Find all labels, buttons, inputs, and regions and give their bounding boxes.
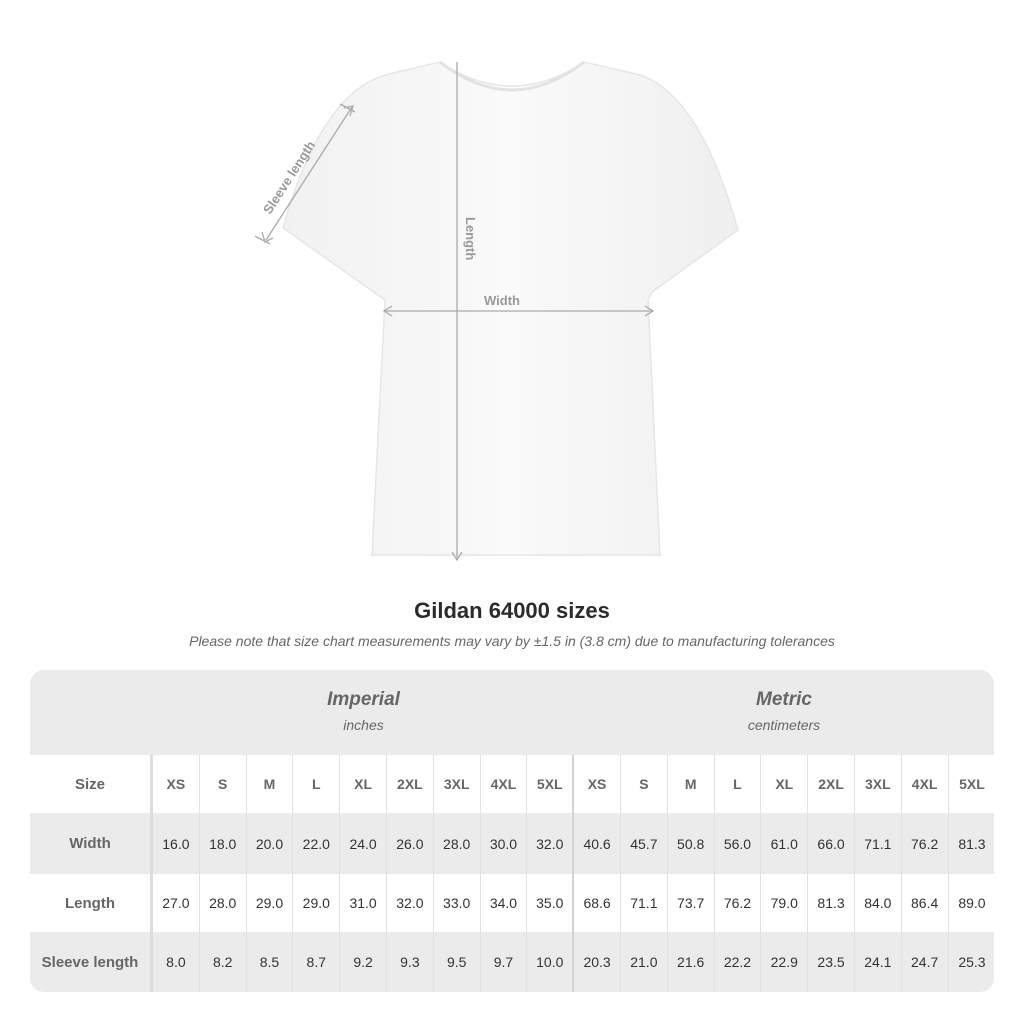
table-cell: 28.0 (434, 813, 481, 874)
table-cell: 9.2 (340, 932, 387, 992)
table-cell: 20.0 (247, 813, 294, 874)
table-cell: 29.0 (247, 874, 294, 932)
table-cell: 10.0 (527, 932, 575, 992)
table-cell: 21.0 (621, 932, 668, 992)
tshirt-shape (282, 61, 739, 556)
table-cell: 27.0 (153, 874, 200, 932)
table-cell: 9.5 (434, 932, 481, 992)
table-cell: 31.0 (340, 874, 387, 932)
size-header-cell: 2XL (808, 755, 855, 813)
table-cell: 32.0 (387, 874, 434, 932)
table-cell: 50.8 (668, 813, 715, 874)
size-header-cell: 2XL (387, 755, 434, 813)
table-cell: 32.0 (527, 813, 575, 874)
table-cell: 8.0 (153, 932, 200, 992)
sleeve-measure-line (265, 106, 353, 241)
table-cell: 81.3 (958, 835, 986, 852)
table-cell: 40.6 (574, 813, 621, 874)
table-row-width: Width 16.0 18.0 20.0 22.0 24.0 26.0 28.0 30.0 32.… (30, 813, 994, 874)
table-cell: 8.7 (293, 932, 341, 992)
table-cell: 24.1 (855, 932, 902, 992)
size-header-cell: XS (574, 755, 621, 813)
table-cell: 76.2 (902, 813, 949, 874)
table-cell: 20.3 (574, 932, 621, 992)
table-cell: 9.7 (481, 932, 528, 992)
length-label: Length (463, 217, 478, 260)
page-title: Gildan 64000 sizes (414, 598, 610, 623)
table-row-sleeve-length: Sleeve length 8.0 8.2 8.5 8.7 9.2 9.3 9.5 9.7 10.… (30, 932, 994, 992)
table-row-length: Length 27.0 28.0 29.0 29.0 31.0 32.0 33.0 34.0 35… (30, 874, 994, 932)
metric-header: Metric centimeters (574, 670, 994, 755)
table-cell: 18.0 (200, 813, 247, 874)
table-cell: 9.3 (387, 932, 434, 992)
table-cell: 22.9 (761, 932, 809, 992)
row-label: Length (30, 874, 153, 932)
size-header-cell: S (200, 755, 247, 813)
table-cell: 16.0 (153, 813, 200, 874)
table-cell: 8.2 (200, 932, 247, 992)
size-header-cell: M (668, 755, 715, 813)
size-header-cell: L (293, 755, 341, 813)
table-cell: 89.0 (958, 895, 986, 911)
width-label: Width (484, 293, 520, 308)
row-label: Size (30, 755, 153, 813)
table-cell: 26.0 (387, 813, 434, 874)
table-cell: 22.0 (293, 813, 341, 874)
table-cell: 84.0 (855, 874, 902, 932)
metric-title: Metric (756, 689, 812, 710)
imperial-header: Imperial inches (153, 670, 574, 755)
row-label: Sleeve length (30, 932, 153, 992)
metric-unit: centimeters (747, 717, 821, 733)
table-cell: 71.1 (855, 813, 902, 874)
table-cell: 66.0 (808, 813, 855, 874)
table-cell: 28.0 (200, 874, 247, 932)
table-cell: 34.0 (481, 874, 528, 932)
size-header-cell: XL (761, 755, 809, 813)
table-cell: 81.3 (808, 874, 855, 932)
table-cell: 79.0 (761, 874, 809, 932)
table-cell: 35.0 (527, 874, 575, 932)
table-cell: 61.0 (761, 813, 809, 874)
size-header-cell: 3XL (855, 755, 902, 813)
tolerance-note: Please note that size chart measurements… (189, 633, 835, 649)
table-cell: 33.0 (434, 874, 481, 932)
table-cell: 68.6 (574, 874, 621, 932)
imperial-title: Imperial (327, 689, 400, 710)
size-header-cell: XL (340, 755, 387, 813)
size-header-row: Size XS S M L XL 2XL 3XL 4XL 5XL XS S M L XL 2XL 3XL 4XL 5… (30, 755, 994, 813)
imperial-unit: inches (343, 717, 384, 733)
tshirt-diagram: Sleeve length Length Width (254, 60, 739, 562)
table-cell: 25.3 (958, 954, 986, 970)
size-chart-table: Imperial inches Metric centimeters Size X… (30, 670, 994, 992)
size-header-cell: 3XL (434, 755, 481, 813)
size-header-cell: 5XL (527, 755, 575, 813)
table-cell: 73.7 (668, 874, 715, 932)
size-header-cell: L (715, 755, 762, 813)
table-cell: 56.0 (715, 813, 762, 874)
table-cell: 21.6 (668, 932, 715, 992)
size-header-cell: 4XL (481, 755, 528, 813)
table-cell: 76.2 (715, 874, 762, 932)
table-cell: 29.0 (293, 874, 341, 932)
table-cell: 22.2 (715, 932, 762, 992)
row-label: Width (30, 813, 153, 874)
size-header-cell: 5XL (959, 776, 985, 792)
table-cell: 24.0 (340, 813, 387, 874)
table-cell: 71.1 (621, 874, 668, 932)
table-cell: 86.4 (902, 874, 949, 932)
table-cell: 24.7 (902, 932, 949, 992)
size-header-cell: 4XL (902, 755, 949, 813)
table-cell: 8.5 (247, 932, 294, 992)
table-cell: 45.7 (621, 813, 668, 874)
table-cell: 30.0 (481, 813, 528, 874)
size-header-cell: M (247, 755, 294, 813)
table-cell: 23.5 (808, 932, 855, 992)
size-header-cell: S (621, 755, 668, 813)
size-header-cell: XS (153, 755, 200, 813)
